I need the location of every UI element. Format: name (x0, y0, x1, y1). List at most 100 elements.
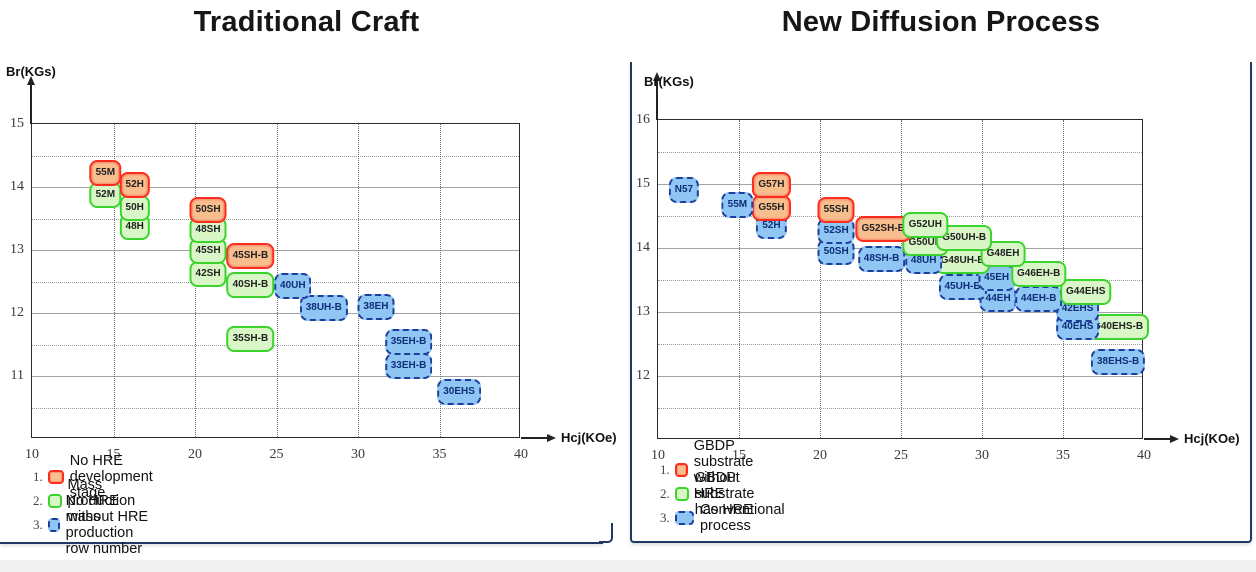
legend-label: GBDP substrate has HRE (694, 470, 755, 518)
grade-box-35EH-B: 35EH-B (384, 328, 433, 355)
legend-label: No HRE development stage (69, 453, 153, 501)
x-tick-label: 35 (432, 447, 447, 462)
gridline-horizontal (32, 344, 519, 346)
x-tick-label: 30 (351, 447, 365, 462)
x-tick-label: 15 (106, 447, 121, 462)
gridline-horizontal (32, 313, 519, 314)
y-tick-label: 15 (636, 176, 650, 191)
legend-item: 3. Conventional process (660, 502, 792, 534)
x-axis-arrowhead-icon (547, 434, 556, 442)
grade-box-40SH-B: 40SH-B (226, 272, 275, 299)
legend-swatch-t3 (47, 518, 60, 532)
x-axis-label: Hcj(KOe) (1184, 431, 1240, 446)
grade-box-35SH-B: 35SH-B (226, 325, 275, 352)
x-tick-label: 10 (25, 447, 39, 462)
x-axis-label: Hcj(KOe) (561, 430, 617, 445)
gridline-horizontal (658, 376, 1142, 377)
legend-label: No HRE mass production row number (65, 493, 143, 557)
right-card-border (630, 62, 1252, 543)
x-tick-label: 10 (651, 448, 665, 463)
gridline-vertical (439, 124, 441, 437)
grade-box-30EHS: 30EHS (437, 378, 481, 405)
x-tick-label: 35 (1056, 448, 1070, 463)
legend-swatch-t1 (674, 463, 688, 477)
x-tick-label: 15 (732, 448, 746, 463)
left-card-corner (599, 523, 613, 543)
panel-title-traditional-craft: Traditional Craft (193, 6, 420, 38)
gridline-horizontal (32, 376, 519, 377)
grade-box-50H: 50H (119, 194, 150, 221)
panel-title-new-diffusion-process: New Diffusion Process (781, 6, 1101, 38)
left-card-border (0, 541, 603, 544)
gridline-horizontal (658, 152, 1142, 153)
legend-item: 2. Mass production without HRE (33, 477, 148, 525)
gridline-horizontal (32, 407, 519, 409)
gridline-horizontal (32, 187, 519, 188)
x-tick-label: 20 (813, 448, 827, 463)
y-axis-arrowhead-icon (653, 72, 662, 81)
gridline-horizontal (658, 184, 1142, 185)
x-axis-arrowhead-icon (1170, 435, 1179, 443)
gridline-horizontal (32, 250, 519, 251)
grade-box-52H: 52H (119, 172, 150, 199)
legend-number: 3. (33, 517, 43, 532)
y-axis-arrow (30, 84, 33, 124)
grade-box-G55H: G55H (752, 195, 791, 222)
legend-item: 1. GBDP substrate without HRE (660, 438, 767, 502)
legend-item: 1. No HRE development stage (33, 453, 164, 501)
x-tick-label: 20 (188, 447, 202, 462)
legend-label: Mass production without HRE (67, 477, 149, 525)
grade-box-55M: 55M (89, 159, 122, 186)
grade-box-44EH-B: 44EH-B (1014, 286, 1063, 313)
gridline-vertical (739, 120, 740, 438)
x-tick-label: 40 (514, 447, 528, 462)
legend-label: Conventional process (699, 502, 785, 534)
y-tick-label: 12 (636, 368, 650, 383)
grade-box-38EH: 38EH (357, 293, 395, 320)
grade-box-55SH: 55SH (817, 197, 855, 224)
x-tick-label: 25 (894, 448, 908, 463)
grade-box-38UH-B: 38UH-B (299, 294, 348, 321)
legend-swatch-t2 (47, 494, 62, 508)
grade-box-42SH: 42SH (189, 260, 227, 287)
x-axis-arrow (521, 437, 547, 439)
y-axis-label: Br(KGs) (6, 64, 56, 79)
x-tick-label: 40 (1137, 448, 1151, 463)
y-tick-label: 16 (636, 112, 650, 127)
chart-traditional-craft: 15 14 13 12 11 10 15 20 25 30 35 40 Br(KGs) Hcj(KOe) 3… (6, 64, 617, 462)
gridline-vertical (820, 120, 821, 438)
grade-box-48SH-B: 48SH-B (857, 245, 906, 272)
x-axis-arrow (1144, 438, 1170, 440)
grade-box-55M: 55M (721, 192, 754, 219)
grade-box-38EHS-B: 38EHS-B (1090, 348, 1146, 375)
legend-swatch-t1 (47, 470, 64, 484)
grade-box-G44EHS: G44EHS (1059, 279, 1112, 306)
grade-box-G52SH-B: G52SH-B (855, 215, 911, 242)
legend-item: 2. GBDP substrate has HRE (660, 470, 767, 518)
x-tick-label: 30 (975, 448, 989, 463)
y-tick-label: 12 (10, 305, 24, 320)
x-tick-label: 25 (269, 447, 284, 462)
y-tick-label: 14 (636, 240, 650, 255)
legend-swatch-t2 (674, 487, 689, 501)
y-tick-label: 15 (10, 116, 24, 131)
grade-box-N57: N57 (668, 176, 700, 203)
grade-box-33EH-B: 33EH-B (384, 352, 433, 379)
grade-box-G57H: G57H (752, 172, 791, 199)
legend-swatch-t3 (674, 511, 694, 525)
gridline-horizontal (32, 155, 519, 157)
grade-box-52M: 52M (89, 182, 122, 209)
chart-new-diffusion-process: 16 15 14 13 12 10 15 20 25 30 35 40 Br(KGs) Hcj(KOe) 3… (636, 72, 1240, 463)
y-tick-label: 13 (636, 304, 650, 319)
grade-box-50SH: 50SH (189, 196, 227, 223)
grade-box-45SH-B: 45SH-B (226, 243, 275, 270)
gridline-horizontal (658, 312, 1142, 313)
gridline-horizontal (658, 344, 1142, 345)
page-bottom-strip (0, 560, 1256, 572)
grade-box-G48EH: G48EH (980, 240, 1026, 267)
gridline-horizontal (658, 280, 1142, 281)
y-axis-label: Br(KGs) (644, 74, 694, 89)
gridline-horizontal (32, 218, 519, 220)
legend-item: 3. No HRE mass production row number (33, 493, 148, 557)
